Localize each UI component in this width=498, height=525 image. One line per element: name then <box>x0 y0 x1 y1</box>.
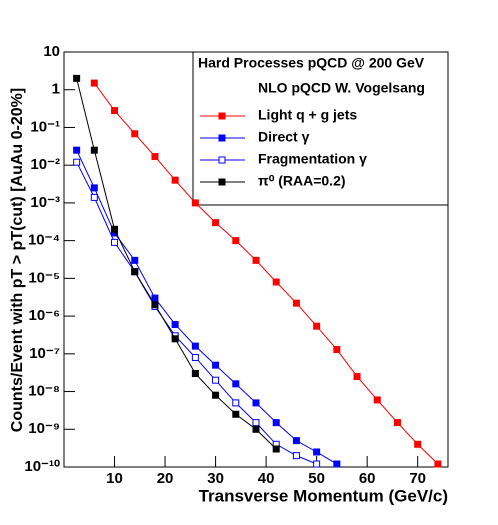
y-tick-label: 1 <box>52 81 60 98</box>
marker <box>212 376 220 384</box>
marker <box>73 146 81 154</box>
marker <box>393 419 401 427</box>
x-axis-label: Transverse Momentum (GeV/c) <box>199 486 448 505</box>
y-tick-label: 10 <box>43 43 60 60</box>
y-tick-label: 10⁻² <box>30 156 60 173</box>
x-tick-label: 10 <box>106 470 123 487</box>
legend-subtitle: NLO pQCD W. Vogelsang <box>258 80 425 96</box>
y-tick-label: 10⁻⁵ <box>28 269 60 286</box>
marker <box>292 299 300 307</box>
marker <box>232 380 240 388</box>
marker <box>252 399 260 407</box>
marker <box>90 79 98 87</box>
marker <box>232 237 240 245</box>
marker <box>191 199 199 207</box>
y-tick-label: 10⁻¹⁰ <box>24 458 60 475</box>
marker <box>272 445 280 453</box>
marker <box>292 437 300 445</box>
marker <box>90 184 98 192</box>
y-tick-label: 10⁻⁴ <box>28 232 60 249</box>
x-tick-label: 70 <box>409 470 426 487</box>
marker <box>313 448 321 456</box>
marker <box>333 460 341 468</box>
legend-marker <box>218 112 226 120</box>
marker <box>90 193 98 201</box>
marker <box>434 460 442 468</box>
marker <box>131 268 139 276</box>
marker <box>212 391 220 399</box>
marker <box>131 256 139 264</box>
legend-label: Direct γ <box>258 129 310 145</box>
marker <box>191 342 199 350</box>
marker <box>212 219 220 227</box>
marker <box>111 225 119 233</box>
marker <box>212 361 220 369</box>
marker <box>151 152 159 160</box>
marker <box>252 256 260 264</box>
marker <box>232 410 240 418</box>
legend-marker <box>218 178 226 186</box>
x-tick-label: 60 <box>359 470 376 487</box>
marker <box>414 440 422 448</box>
y-tick-label: 10⁻⁹ <box>28 420 60 437</box>
marker <box>292 452 300 460</box>
marker <box>191 370 199 378</box>
marker <box>252 419 260 427</box>
marker <box>272 278 280 286</box>
marker <box>353 373 361 381</box>
marker <box>313 322 321 330</box>
legend-marker <box>218 134 226 142</box>
marker <box>333 346 341 354</box>
marker <box>73 74 81 82</box>
legend-label: Fragmentation γ <box>258 151 367 167</box>
y-tick-label: 10⁻⁶ <box>28 307 60 324</box>
series-line <box>93 82 439 465</box>
marker <box>272 419 280 427</box>
marker <box>232 399 240 407</box>
marker <box>111 107 119 115</box>
x-tick-label: 40 <box>258 470 275 487</box>
marker <box>151 301 159 309</box>
marker <box>313 460 321 468</box>
marker <box>252 425 260 433</box>
x-tick-label: 50 <box>308 470 325 487</box>
y-tick-label: 10⁻⁷ <box>29 345 60 362</box>
legend-marker <box>218 156 226 164</box>
marker <box>171 176 179 184</box>
legend-label: Light q + g jets <box>258 107 357 123</box>
y-tick-label: 10⁻¹ <box>30 118 60 135</box>
legend-title: Hard Processes pQCD @ 200 GeV <box>198 55 425 71</box>
marker <box>90 146 98 154</box>
y-axis-label: Counts/Event with pT > pT(cut) [AuAu 0-2… <box>9 88 26 432</box>
legend-label: π⁰ (RAA=0.2) <box>258 173 346 189</box>
x-tick-label: 20 <box>157 470 174 487</box>
series-line <box>76 161 317 465</box>
legend-box <box>192 51 449 206</box>
marker <box>73 158 81 166</box>
marker <box>111 238 119 246</box>
marker <box>373 396 381 404</box>
marker <box>131 130 139 138</box>
marker <box>151 294 159 302</box>
marker <box>191 353 199 361</box>
x-tick-label: 30 <box>207 470 224 487</box>
marker <box>171 320 179 328</box>
y-tick-label: 10⁻⁸ <box>28 383 60 400</box>
marker <box>171 335 179 343</box>
y-tick-label: 10⁻³ <box>30 194 60 211</box>
